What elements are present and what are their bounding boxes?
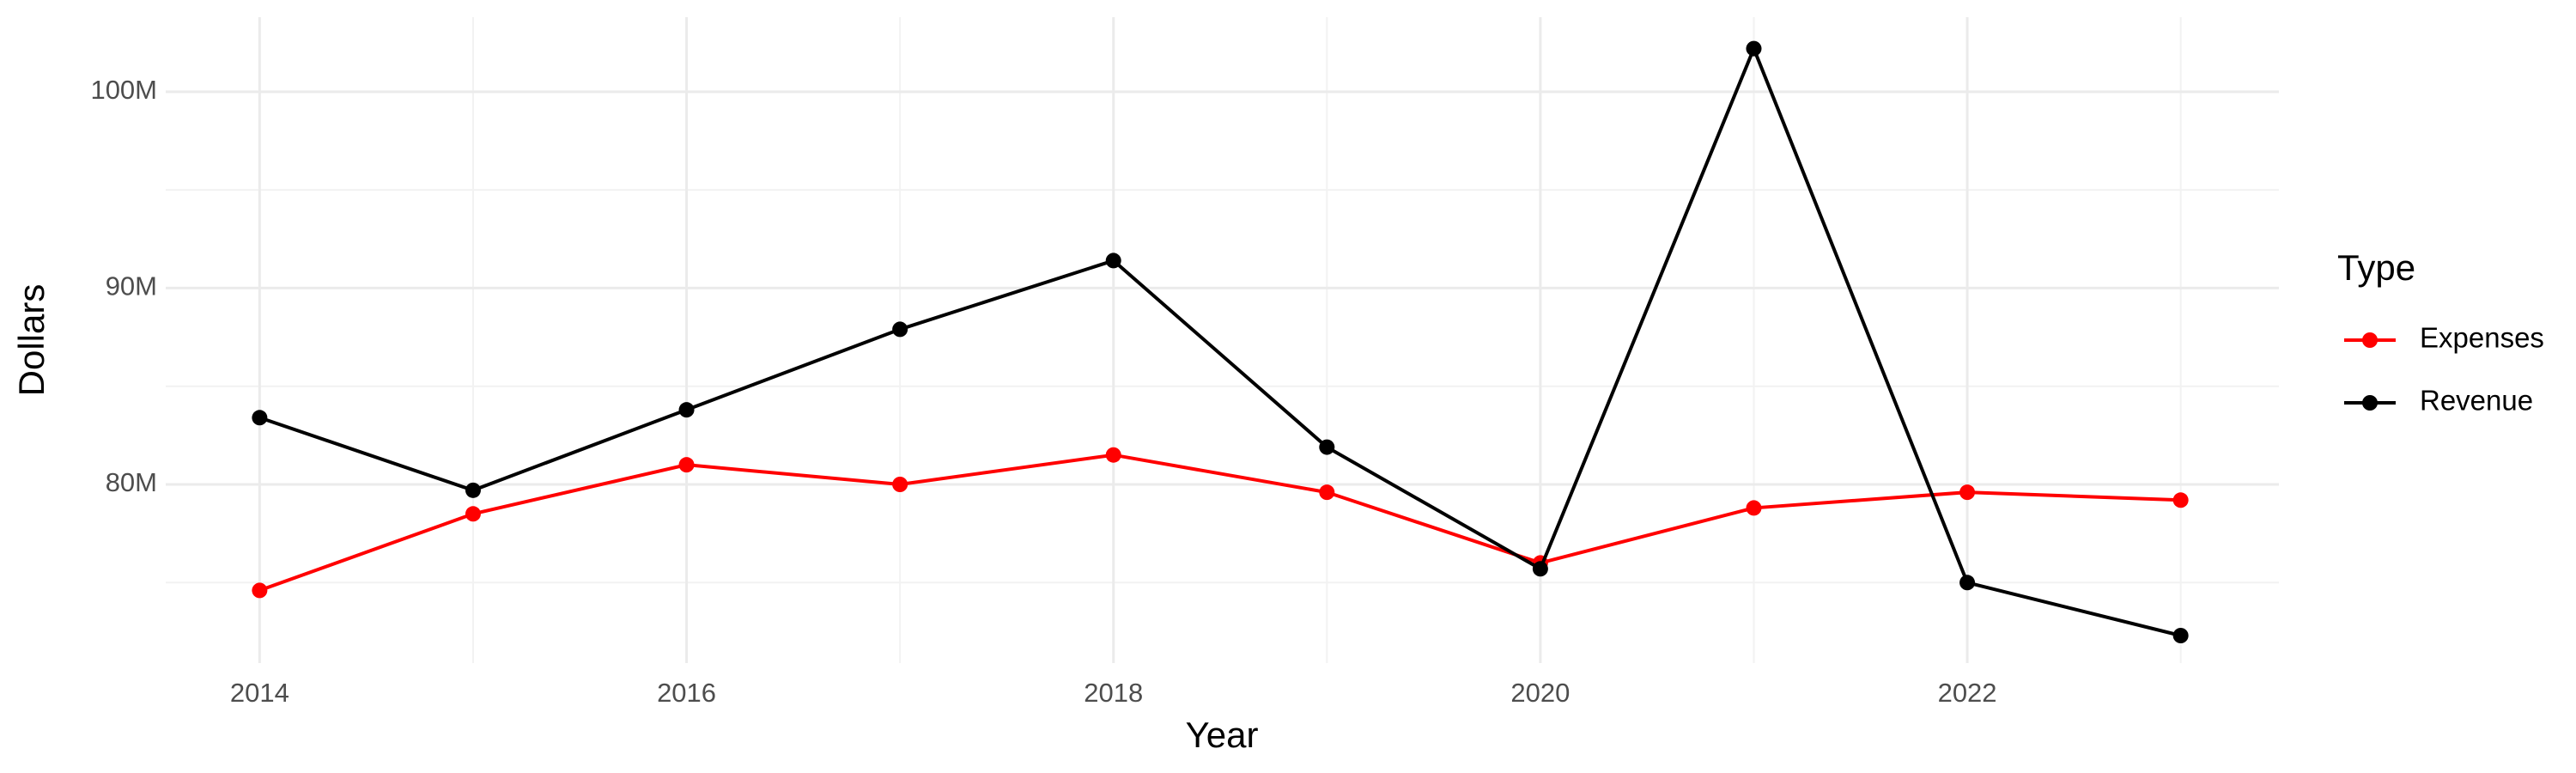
legend-title: Type [2337, 247, 2415, 288]
data-point [1319, 439, 1335, 455]
data-point [892, 477, 908, 492]
y-tick-label: 90M [106, 271, 157, 301]
data-point [678, 457, 695, 473]
x-tick-label: 2018 [1084, 678, 1143, 708]
data-point [465, 506, 481, 522]
y-tick-label: 100M [90, 75, 157, 105]
x-axis-title: Year [1186, 715, 1259, 755]
data-point [2172, 492, 2189, 508]
data-point [1319, 484, 1335, 501]
y-tick-label: 80M [106, 467, 157, 497]
data-point [252, 582, 268, 599]
legend-label: Expenses [2420, 322, 2544, 354]
series-line [258, 453, 2181, 593]
x-tick-label: 2014 [230, 678, 289, 708]
x-tick-label: 2022 [1938, 678, 1997, 708]
x-tick-label: 2016 [657, 678, 716, 708]
data-point [892, 321, 908, 338]
legend-key-point [2362, 395, 2378, 411]
data-point [1105, 253, 1121, 269]
data-point [2172, 628, 2189, 643]
legend-key-point [2362, 332, 2378, 348]
data-point [1959, 484, 1976, 501]
data-point [1746, 500, 1762, 516]
data-point [1959, 575, 1976, 591]
data-point [1105, 447, 1121, 463]
x-tick-label: 2020 [1510, 678, 1570, 708]
data-point [1532, 561, 1548, 577]
y-axis-title: Dollars [11, 284, 52, 397]
data-point [1746, 40, 1762, 57]
data-point [678, 402, 695, 418]
series-line [258, 44, 2182, 637]
data-point [252, 410, 268, 426]
data-point [465, 482, 481, 498]
legend-label: Revenue [2420, 385, 2533, 417]
